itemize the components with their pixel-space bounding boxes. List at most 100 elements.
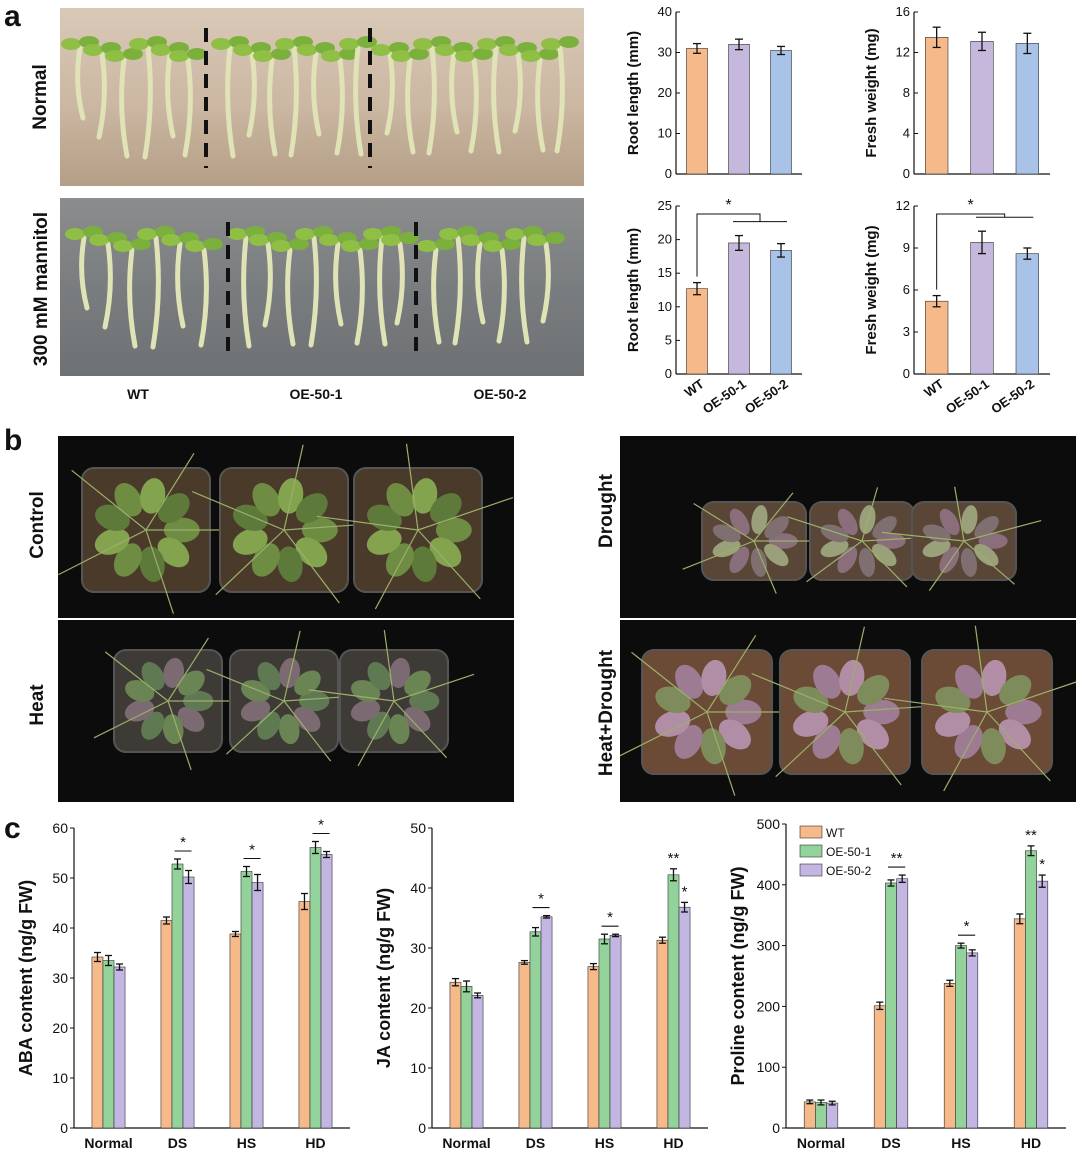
y-tick-label: 4 (903, 126, 910, 141)
leaf (812, 725, 841, 759)
seedling-leaf (275, 38, 295, 50)
axes: 0 10 20 30 40 Root length (mm) (625, 4, 802, 181)
y-axis-label: JA content (ng/g FW) (374, 888, 394, 1068)
row-label-normal: Normal (30, 64, 51, 130)
stem (405, 443, 419, 531)
bar (970, 41, 994, 175)
leaf (872, 516, 897, 539)
y-tick-label: 16 (896, 4, 910, 19)
stem (974, 625, 988, 713)
label-heat: Heat (27, 684, 48, 726)
leaf (163, 657, 185, 688)
y-tick-label: 20 (52, 1020, 68, 1036)
seedling-leaf (83, 44, 103, 56)
seedling-leaf (541, 38, 561, 50)
panel-letter-b: b (4, 424, 23, 457)
significance-label: * (968, 197, 974, 214)
y-tick-label: 5 (665, 332, 672, 347)
bar (686, 288, 708, 375)
seedling-leaf (505, 228, 525, 240)
leaf (386, 483, 415, 517)
stem (283, 444, 304, 531)
leaf (858, 548, 876, 577)
axes: 0 10 20 30 40 50 JA content (ng/g FW) (374, 820, 708, 1136)
leaf (974, 543, 999, 567)
leaf (935, 710, 971, 737)
stem (308, 689, 395, 702)
seedling-leaf (381, 234, 401, 246)
seedling-drawing-normal (61, 28, 579, 168)
bar (656, 939, 669, 1129)
x-tick-label: HS (951, 1135, 970, 1151)
leaf (750, 548, 768, 577)
y-tick-label: 8 (903, 85, 910, 100)
seedling-leaf (123, 48, 143, 60)
seedling-leaf (295, 228, 315, 240)
seedling-root (491, 45, 502, 155)
y-axis-label: Proline content (ng/g FW) (728, 867, 748, 1086)
y-tick-label: 40 (658, 4, 672, 19)
stem (104, 651, 169, 702)
leaf (856, 719, 889, 750)
stem (986, 681, 1076, 713)
seedling-root (512, 51, 523, 134)
stem (374, 529, 419, 610)
leaf (955, 664, 984, 699)
label-control: Control (27, 491, 48, 559)
leaf (876, 533, 906, 549)
stem (881, 531, 965, 542)
seedling-root (377, 235, 388, 347)
seedling-root (334, 57, 345, 156)
leaf (655, 686, 691, 714)
axes: 0 3 6 9 12 Fresh weight (mg) (863, 198, 1050, 381)
y-tick-label: 50 (410, 820, 426, 836)
y-tick-label: 40 (52, 920, 68, 936)
leaf (922, 539, 951, 558)
y-tick-label: 0 (418, 1120, 426, 1136)
genotype-label-oe-50-1: OE-50-1 (289, 386, 343, 402)
y-tick-label: 10 (410, 1060, 426, 1076)
stem (393, 673, 475, 702)
significance-label: * (682, 883, 688, 900)
seedling-leaf (359, 238, 379, 250)
y-tick-label: 0 (903, 366, 910, 381)
bar (1025, 850, 1037, 1129)
leaf (350, 699, 381, 722)
y-tick-label: 15 (658, 265, 672, 280)
seedling-leaf (461, 234, 481, 246)
chart-aba-content: 0 10 20 30 40 50 60 ABA content (ng/g FW) Normal… (16, 817, 350, 1151)
legend-label: OE-50-1 (826, 845, 872, 859)
seedling-leaf (105, 50, 125, 62)
bar (826, 1102, 839, 1129)
seedling-leaf (227, 228, 247, 240)
stem (93, 700, 169, 739)
bar (320, 854, 333, 1129)
bar (925, 37, 949, 175)
leaf (974, 516, 999, 539)
legend-label: OE-50-2 (826, 864, 872, 878)
seedling-leaf (521, 50, 541, 62)
stem (753, 492, 794, 542)
seedling-root (79, 235, 90, 311)
y-tick-label: 40 (410, 880, 426, 896)
y-tick-label: 20 (658, 232, 672, 247)
leaf (412, 478, 438, 514)
stem (943, 711, 988, 792)
stem (753, 540, 777, 594)
stem (806, 540, 863, 583)
panel-letter-c: c (4, 812, 21, 845)
stem (71, 469, 147, 531)
leaf (820, 524, 849, 543)
bar (460, 986, 473, 1129)
x-tick-label: DS (881, 1135, 900, 1151)
y-tick-label: 30 (52, 970, 68, 986)
stem (383, 629, 395, 702)
significance-label: * (964, 918, 970, 935)
y-tick-label: 3 (903, 324, 910, 339)
stem (226, 700, 285, 755)
seedling-leaf (439, 228, 459, 240)
plant-photo-control (58, 436, 514, 618)
seedling-leaf (289, 238, 309, 250)
significance-label: * (538, 891, 544, 908)
leaf (1005, 699, 1042, 725)
